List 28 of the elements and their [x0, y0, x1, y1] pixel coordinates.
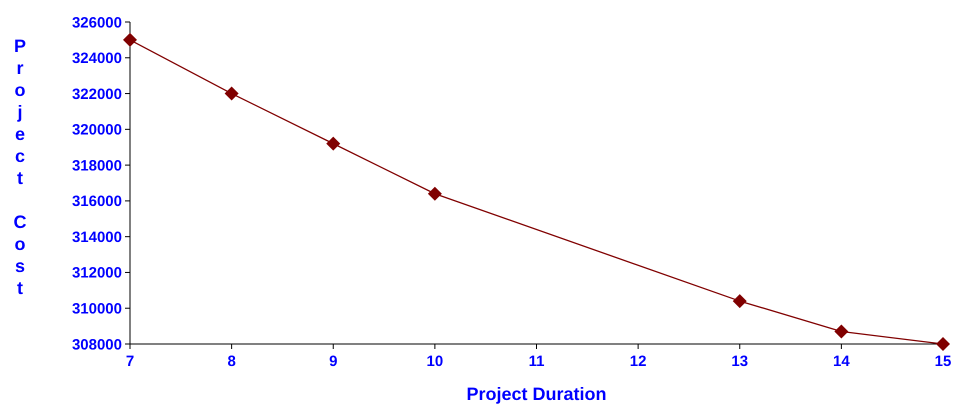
x-tick-label: 12: [630, 353, 646, 370]
x-axis-title: Project Duration: [466, 384, 607, 404]
point: [224, 86, 239, 101]
y-tick-label: 322000: [72, 86, 122, 103]
y-tick-label: 316000: [72, 193, 122, 210]
point: [732, 294, 747, 308]
x-tick-label: 14: [833, 353, 850, 370]
y-tick-label: 314000: [72, 228, 122, 246]
y-tick-label: 308000: [72, 336, 122, 354]
x-tick-label: 11: [528, 353, 544, 370]
y-tick-label: 324000: [72, 50, 122, 68]
point: [936, 337, 950, 351]
y-tick-label: 310000: [72, 300, 122, 318]
text: Project Cost: [14, 36, 26, 298]
x-tick-label: 13: [731, 353, 748, 370]
y-tick-label: 320000: [72, 122, 122, 139]
point: [834, 324, 848, 338]
y-tick-label: 318000: [72, 157, 122, 174]
point: [428, 186, 442, 201]
point: [326, 136, 340, 151]
x-tick-label: 7: [126, 353, 134, 370]
y-tick-label: 326000: [72, 14, 122, 32]
x-tick-label: 10: [426, 353, 444, 370]
point: [123, 32, 137, 47]
x-tick-label: 15: [934, 353, 952, 370]
x-tick-label: 8: [227, 353, 236, 370]
x-tick-label: 9: [329, 353, 338, 370]
y-tick-label: 312000: [72, 264, 122, 282]
